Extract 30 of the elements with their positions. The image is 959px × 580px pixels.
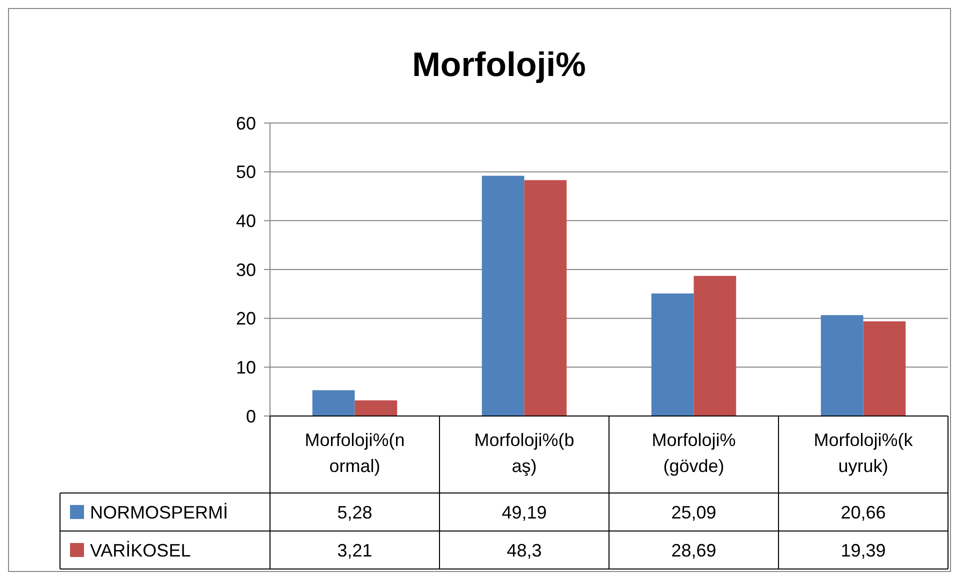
x-tick-label: Morfoloji%(kuyruk)	[814, 430, 914, 476]
data-label: 3,21	[337, 540, 372, 560]
chart-title: Morfoloji%	[412, 46, 586, 84]
y-tick-label: 40	[236, 210, 256, 231]
bar	[694, 276, 736, 416]
bar	[312, 390, 355, 416]
legend-label: VARİKOSEL	[90, 540, 191, 560]
x-tick-label: Morfoloji% (gövde)	[652, 430, 736, 476]
bar	[524, 180, 567, 416]
data-label: 28,69	[671, 540, 716, 560]
y-tick-label: 50	[236, 162, 256, 182]
x-tick-label: Morfoloji%(normal)	[304, 430, 405, 476]
y-tick-label: 0	[246, 406, 256, 426]
bar	[863, 321, 906, 416]
data-label: 19,39	[840, 540, 886, 560]
bar	[651, 293, 694, 416]
y-tick-label: 20	[236, 308, 256, 329]
data-label: 25,09	[671, 502, 716, 522]
legend-label: NORMOSPERMİ	[90, 502, 228, 522]
data-label: 49,19	[502, 502, 547, 522]
y-tick-label: 60	[236, 113, 256, 134]
y-tick-label: 10	[236, 357, 256, 378]
bar	[354, 400, 398, 416]
data-label: 5,28	[337, 502, 372, 522]
data-label: 20,66	[840, 502, 886, 522]
data-label: 48,3	[506, 540, 542, 560]
bar	[820, 315, 864, 416]
x-tick-label: Morfoloji%(baş)	[474, 430, 574, 476]
y-tick-label: 30	[236, 260, 256, 280]
bar	[482, 176, 524, 416]
